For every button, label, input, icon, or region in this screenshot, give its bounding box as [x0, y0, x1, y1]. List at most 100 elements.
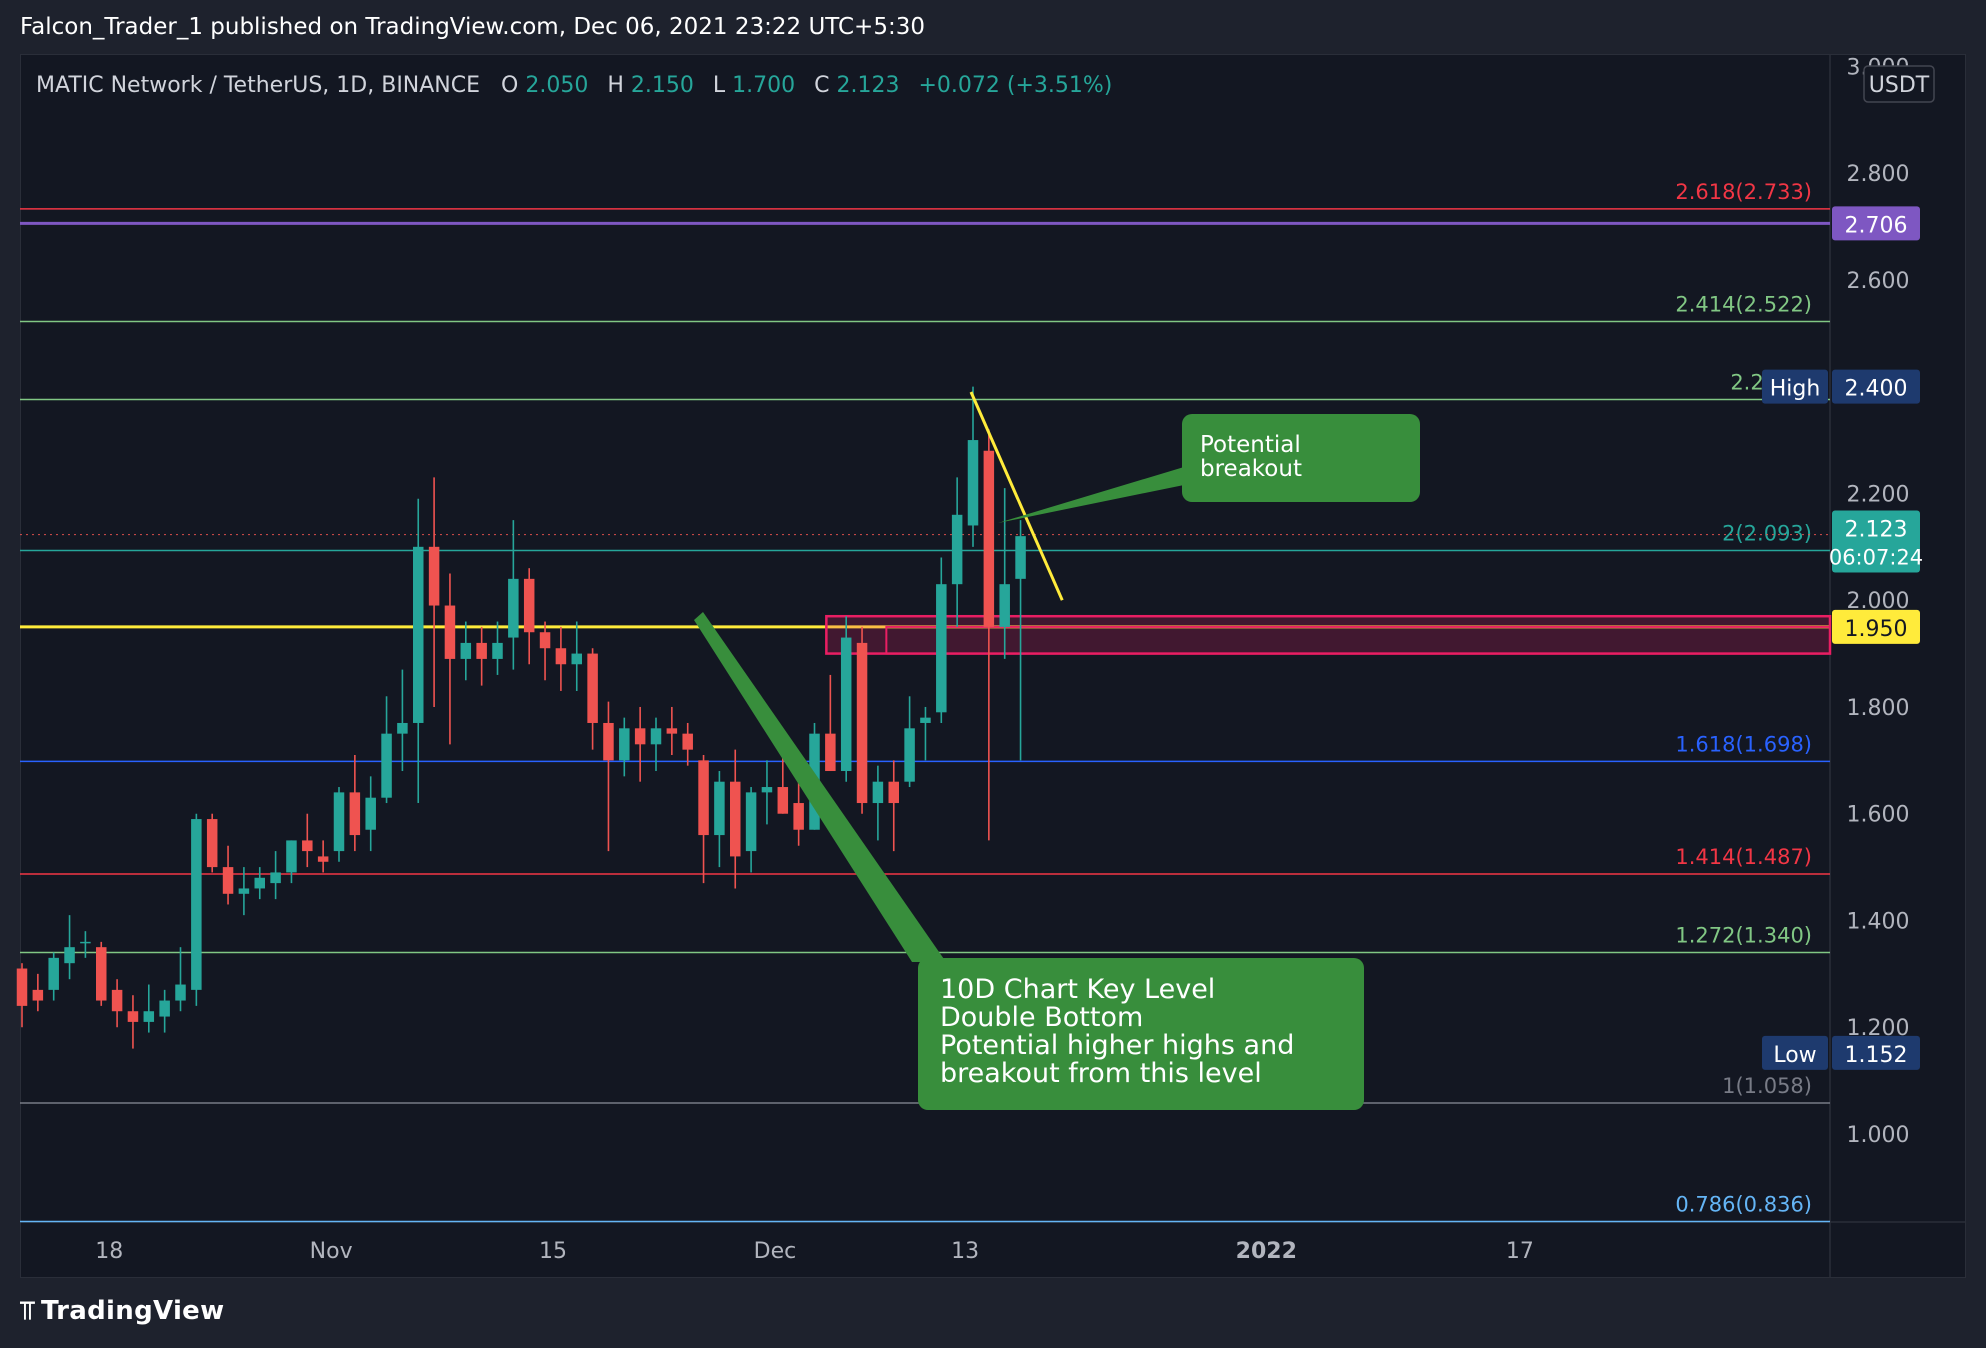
candle-body — [16, 968, 28, 1006]
candle — [302, 813, 313, 868]
key-zone-box — [825, 614, 1832, 655]
candle-body — [302, 840, 313, 852]
candle — [238, 867, 250, 916]
candle-body — [698, 760, 709, 836]
candle-body — [428, 546, 440, 606]
candle — [603, 701, 614, 852]
candle — [698, 755, 709, 884]
candle-body — [159, 1000, 170, 1017]
candle-body — [761, 787, 773, 793]
candle-body — [793, 803, 804, 830]
candle — [634, 706, 646, 782]
candle — [397, 669, 408, 772]
candle-body — [872, 781, 884, 804]
price-tag-value: 2.400 — [1845, 377, 1908, 402]
candle-body — [539, 632, 551, 649]
legend-open-value: 2.050 — [525, 73, 588, 98]
candle-body — [270, 872, 281, 884]
legend-change: +0.072 (+3.51%) — [918, 73, 1112, 98]
candle-body — [397, 722, 408, 734]
candle-body — [904, 728, 915, 782]
candle-body — [64, 947, 75, 964]
candle — [730, 749, 741, 889]
candle — [413, 498, 424, 804]
candle-body — [476, 642, 487, 659]
candle — [80, 931, 91, 958]
candle — [872, 765, 884, 841]
x-tick-label: 2022 — [1236, 1239, 1297, 1264]
tv-logo-icon: ⫪ — [20, 1296, 35, 1326]
candle-body — [127, 1011, 139, 1022]
candle-body — [492, 642, 503, 659]
tradingview-logo[interactable]: ⫪ TradingView — [20, 1296, 224, 1327]
candle-body — [571, 653, 582, 665]
callout-box — [918, 958, 1364, 1110]
candle-body — [619, 728, 630, 761]
fib-level-label: 1.618(1.698) — [1675, 732, 1812, 756]
candle-body — [840, 637, 852, 772]
candle — [999, 488, 1010, 659]
candle-body — [333, 792, 345, 852]
x-tick-label: Nov — [310, 1239, 353, 1264]
candle — [920, 706, 931, 761]
candle-body — [48, 957, 59, 990]
candle-body — [254, 877, 265, 889]
candle — [777, 755, 789, 814]
candle-body — [666, 728, 678, 734]
candle — [666, 706, 678, 756]
candle — [825, 674, 836, 772]
callout-text: Potential — [1200, 432, 1301, 458]
candles-layer — [16, 386, 1026, 1049]
candle — [650, 717, 662, 772]
candle-body — [745, 792, 757, 852]
publisher-line: Falcon_Trader_1 published on TradingView… — [20, 14, 925, 40]
candle-body — [508, 578, 519, 638]
candle-body — [32, 989, 44, 1001]
candle — [127, 995, 139, 1049]
candle — [1015, 520, 1026, 761]
candle — [523, 568, 535, 665]
candle — [714, 771, 725, 868]
candle-body — [444, 605, 456, 659]
currency-badge[interactable]: USDT — [1863, 65, 1935, 103]
candle — [444, 573, 456, 745]
currency-label: USDT — [1869, 73, 1930, 98]
callout-text: breakout from this level — [940, 1058, 1262, 1089]
callout-pointer — [694, 612, 946, 962]
candle-body — [555, 648, 567, 665]
candle — [254, 867, 265, 900]
price-tag-countdown: 06:07:24 — [1829, 546, 1923, 570]
candle-body — [191, 819, 202, 990]
candle — [32, 973, 44, 1012]
candle — [508, 520, 519, 670]
trendline — [969, 391, 1064, 601]
legend-low-label: L — [713, 73, 726, 98]
candle — [745, 787, 757, 873]
candle — [587, 648, 598, 750]
x-tick-label: 13 — [951, 1239, 979, 1264]
candle — [349, 755, 361, 852]
candle — [365, 776, 376, 852]
fib-level-label: 1(1.058) — [1722, 1074, 1812, 1098]
candle-body — [413, 546, 424, 723]
candle-body — [888, 781, 899, 804]
price-tag-value: 2.123 — [1845, 518, 1908, 543]
candle-body — [365, 797, 376, 830]
candle-body — [317, 856, 329, 862]
candle-body — [238, 888, 250, 894]
candle — [48, 952, 59, 1001]
legend-high-label: H — [607, 73, 624, 98]
candle — [951, 477, 963, 627]
fib-level-label: 0.786(0.836) — [1675, 1193, 1812, 1217]
y-tick-label: 2.200 — [1847, 482, 1910, 507]
price-tags-layer: 2.706 2.400 High 2.123 06:07:24 1.950 1.152 Low — [1762, 206, 1923, 1070]
candle-body — [96, 947, 107, 1001]
price-tag: 1.950 — [1832, 609, 1920, 644]
candle — [571, 621, 582, 691]
candle — [428, 477, 440, 707]
candle-body — [523, 578, 535, 633]
